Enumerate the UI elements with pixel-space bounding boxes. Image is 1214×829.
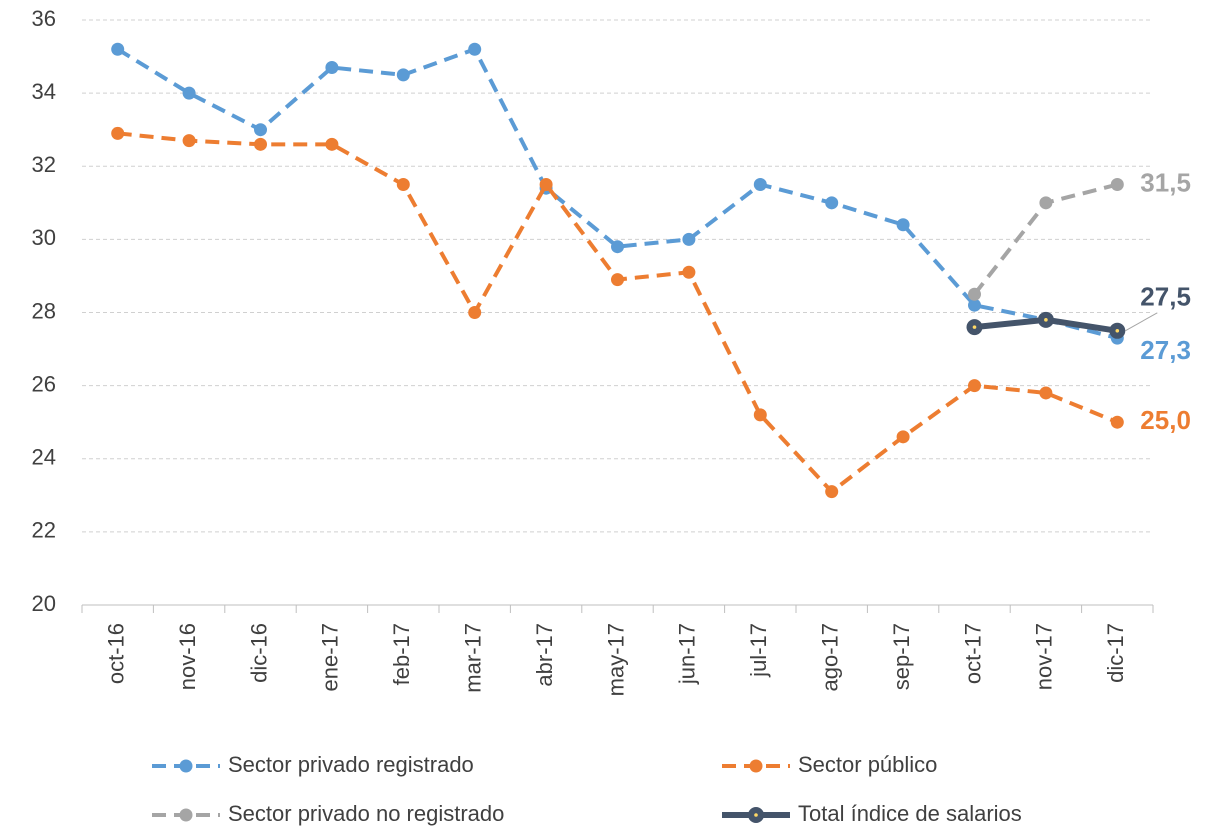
value-label: 27,3 <box>1140 335 1191 365</box>
y-tick-label: 22 <box>32 518 56 543</box>
point <box>753 178 767 192</box>
point <box>682 232 696 246</box>
point <box>254 137 267 151</box>
legend-marker <box>749 759 763 773</box>
legend-marker <box>179 808 193 822</box>
point <box>968 379 981 393</box>
y-tick-label: 26 <box>32 371 56 396</box>
point <box>396 178 410 192</box>
x-tick-label: abr-17 <box>532 623 557 687</box>
y-tick-label: 24 <box>32 445 56 470</box>
x-tick-label: dic-17 <box>1103 623 1128 683</box>
y-tick-label: 34 <box>32 79 56 104</box>
point <box>539 178 553 192</box>
point <box>254 123 267 137</box>
x-tick-label: mar-17 <box>461 623 486 693</box>
x-tick-label: jun-17 <box>675 623 700 685</box>
point <box>325 137 339 151</box>
point-center <box>1115 328 1120 333</box>
point <box>1039 196 1053 210</box>
point <box>182 86 196 100</box>
point <box>111 42 125 56</box>
point <box>396 68 410 82</box>
point <box>611 273 624 287</box>
y-tick-label: 36 <box>32 6 56 31</box>
x-tick-label: may-17 <box>603 623 628 696</box>
point <box>1039 386 1053 400</box>
value-label: 31,5 <box>1140 167 1191 197</box>
point <box>111 126 125 140</box>
value-label: 27,5 <box>1140 282 1191 312</box>
x-tick-label: sep-17 <box>889 623 914 690</box>
point-center <box>1044 318 1048 322</box>
x-tick-label: dic-16 <box>246 623 271 683</box>
point <box>1110 178 1124 192</box>
legend-marker <box>179 759 193 773</box>
x-tick-label: nov-16 <box>175 623 200 690</box>
point <box>468 42 482 56</box>
point <box>325 61 339 75</box>
point <box>825 196 839 210</box>
point <box>825 485 839 499</box>
x-tick-label: oct-16 <box>104 623 129 684</box>
y-tick-label: 20 <box>32 591 56 616</box>
x-tick-label: ene-17 <box>318 623 343 692</box>
legend-label: Sector privado registrado <box>228 752 474 777</box>
legend-label: Sector público <box>798 752 937 777</box>
point <box>468 306 482 319</box>
leader-line <box>1125 312 1158 332</box>
point <box>896 218 910 232</box>
point-center <box>972 325 977 329</box>
point <box>1110 415 1124 429</box>
point <box>896 430 910 444</box>
y-tick-label: 32 <box>32 152 56 177</box>
x-tick-label: jul-17 <box>746 623 771 678</box>
legend-marker-center <box>754 813 758 817</box>
x-tick-label: feb-17 <box>389 623 414 685</box>
x-tick-label: nov-17 <box>1032 623 1057 690</box>
value-label: 25,0 <box>1140 405 1191 435</box>
x-tick-label: oct-17 <box>960 623 985 684</box>
y-tick-label: 28 <box>32 298 56 323</box>
point <box>753 408 767 422</box>
series-line <box>116 46 1118 341</box>
point <box>611 240 624 254</box>
point <box>182 134 196 148</box>
point <box>682 265 696 279</box>
legend-label: Sector privado no registrado <box>228 801 504 826</box>
y-tick-label: 30 <box>32 225 56 250</box>
x-tick-label: ago-17 <box>818 623 843 692</box>
point <box>968 298 981 312</box>
point <box>968 287 981 301</box>
legend-label: Total índice de salarios <box>798 801 1022 826</box>
